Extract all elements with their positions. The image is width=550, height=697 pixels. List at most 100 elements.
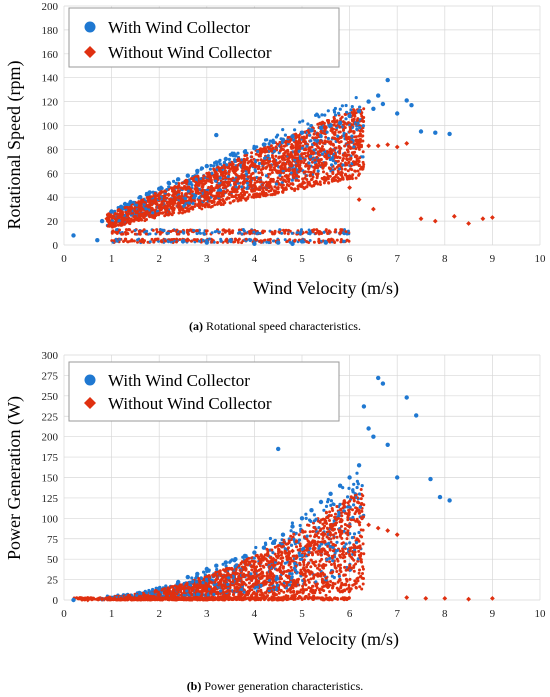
cloud-point-without — [324, 510, 328, 514]
cloud-point-without — [246, 175, 250, 179]
y-tick-label: 140 — [42, 73, 59, 85]
cloud-point-without — [290, 187, 294, 191]
cloud-point-with — [358, 126, 362, 130]
x-tick-labels: 0 1 2 3 4 5 6 7 8 9 10 — [61, 608, 546, 620]
cloud-point-without — [316, 132, 320, 135]
cloud-point-without — [351, 151, 355, 155]
cloud-point-without — [227, 177, 231, 181]
cloud-point-without — [250, 151, 254, 155]
cloud-point-with — [290, 521, 294, 525]
cloud-point-with — [257, 161, 261, 166]
cloud-point-without — [273, 229, 277, 233]
data-point-without — [371, 206, 376, 212]
cloud-point-without — [315, 136, 319, 140]
y-tick-label: 40 — [47, 192, 59, 204]
cloud-point-without — [269, 178, 273, 182]
cloud-point-without — [291, 169, 295, 173]
cloud-point-without — [344, 172, 347, 176]
cloud-point-without — [213, 194, 217, 198]
cloud-point-without — [361, 139, 365, 143]
cloud-point-without — [253, 181, 257, 185]
cloud-point-with — [238, 163, 242, 167]
cloud-point-without — [315, 144, 319, 148]
data-point-with — [252, 241, 257, 246]
cloud-point-with — [352, 482, 356, 486]
cloud-point-with — [316, 139, 320, 143]
cloud-point-with — [298, 156, 303, 161]
cloud-point-without — [326, 232, 330, 235]
y-tick-label: 120 — [42, 97, 59, 109]
cloud-point-with — [233, 159, 237, 163]
cloud-point-without — [120, 232, 124, 236]
cloud-point-with — [272, 149, 276, 153]
cloud-point-with — [182, 231, 186, 235]
cloud-point-without — [207, 203, 211, 207]
cloud-point-without — [277, 155, 281, 159]
cloud-point-with — [209, 163, 213, 168]
cloud-point-with — [167, 185, 171, 189]
cloud-point-without — [356, 169, 360, 173]
cloud-point-without — [337, 140, 341, 144]
cloud-point-without — [331, 136, 335, 140]
cloud-point-without — [201, 184, 205, 187]
cloud-point-without — [353, 169, 357, 173]
cloud-point-without — [349, 129, 353, 133]
cloud-point-without — [228, 201, 232, 205]
cloud-point-without — [301, 177, 305, 181]
cloud-point-without — [347, 239, 351, 243]
cloud-point-without — [281, 186, 285, 190]
cloud-point-without — [340, 170, 343, 174]
cloud-point-without — [275, 190, 279, 194]
cloud-point-without — [307, 147, 311, 151]
cloud-point-with — [350, 105, 354, 109]
cloud-point-without — [300, 136, 304, 139]
cloud-point-with — [312, 513, 316, 517]
cloud-point-with — [174, 181, 178, 185]
cloud-point-with — [307, 550, 311, 554]
cloud-point-with — [354, 96, 358, 100]
data-point-with — [309, 128, 314, 133]
cloud-point-without — [359, 497, 363, 501]
cloud-point-with — [290, 178, 294, 182]
cloud-point-without — [245, 153, 249, 157]
data-point-with — [176, 177, 181, 182]
cloud-point-without — [311, 136, 315, 140]
cloud-point-without — [137, 229, 141, 233]
cloud-point-without — [257, 171, 261, 175]
cloud-point-without — [326, 177, 330, 181]
cloud-point-with — [312, 148, 316, 152]
cloud-point-without — [297, 179, 300, 183]
cloud-point-without — [223, 201, 227, 205]
data-point-with — [128, 199, 133, 205]
cloud-point-without — [319, 527, 323, 531]
y-tick-label: 125 — [42, 493, 59, 505]
cloud-point-with — [305, 144, 309, 148]
cloud-point-without — [326, 119, 330, 123]
y-tick-label: 200 — [42, 432, 59, 444]
x-tick-label: 2 — [156, 253, 162, 265]
cloud-point-with — [265, 240, 269, 244]
cloud-point-without — [110, 231, 114, 235]
cloud-point-without — [339, 585, 343, 589]
cloud-point-without — [333, 230, 337, 234]
data-point-with — [418, 129, 424, 134]
cloud-point-without — [132, 239, 136, 243]
cloud-point-without — [353, 161, 356, 165]
cloud-point-with — [336, 134, 340, 138]
cloud-point-without — [112, 239, 116, 243]
cloud-point-without — [176, 202, 180, 206]
data-point-without — [385, 142, 391, 148]
cloud-point-without — [258, 180, 262, 184]
data-point-with — [242, 149, 248, 154]
cloud-point-without — [314, 163, 318, 167]
cloud-point-without — [267, 189, 271, 193]
cloud-point-without — [143, 219, 147, 223]
data-point-with — [380, 101, 386, 107]
cloud-point-without — [315, 180, 318, 184]
cloud-point-without — [336, 159, 340, 163]
cloud-point-without — [217, 201, 221, 205]
cloud-point-without — [189, 187, 193, 191]
legend: With Wind Collector Without Wind Collect… — [68, 7, 340, 68]
